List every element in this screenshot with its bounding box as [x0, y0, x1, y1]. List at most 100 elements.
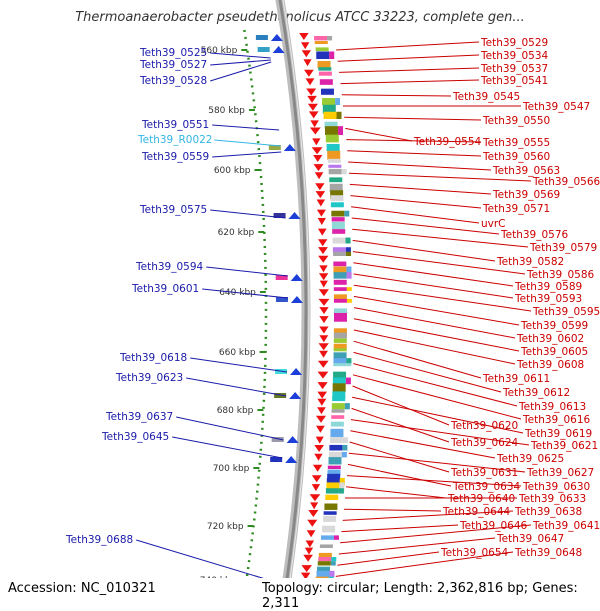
right-gene-label: Teth39_0589 [514, 281, 582, 293]
feature-block [333, 298, 347, 303]
right-leader-line [353, 329, 516, 365]
feature-block [332, 383, 346, 393]
feature-block [344, 210, 350, 217]
feature-block [324, 121, 338, 129]
feature-block-reverse [274, 393, 287, 398]
feature-block [341, 168, 347, 175]
feature-block-reverse [273, 213, 286, 218]
feature-block [332, 229, 346, 234]
feature-block [333, 312, 347, 322]
feature-block [316, 570, 330, 578]
left-gene-label: Teth39_0528 [139, 75, 207, 87]
feature-block-reverse [271, 437, 284, 442]
feature-block [327, 158, 341, 163]
left-leader-line [206, 266, 288, 277]
feature-block [314, 40, 328, 44]
right-leader-line [350, 419, 530, 446]
gene-arrow-reverse [272, 46, 285, 53]
feature-block [326, 477, 340, 486]
feature-block [328, 164, 342, 168]
gene-arrow-forward [315, 183, 325, 191]
gene-arrow-reverse [289, 392, 302, 399]
gene-arrow-forward [315, 415, 327, 423]
right-gene-label: Teth39_0537 [480, 63, 548, 75]
gene-arrow-forward [317, 398, 327, 406]
feature-block [346, 363, 352, 367]
feature-block [323, 111, 337, 119]
right-leader-line [345, 127, 413, 142]
gene-arrow-forward [301, 50, 311, 58]
right-leader-line [353, 351, 502, 393]
left-gene-label: Teth39_0594 [135, 261, 204, 273]
right-gene-label: Teth39_0579 [529, 242, 597, 254]
right-gene-label: uvrC [481, 218, 506, 230]
feature-block [327, 36, 333, 41]
feature-block-reverse [268, 145, 281, 150]
gene-arrow-forward [319, 307, 329, 315]
right-gene-label: Teth39_0566 [532, 176, 600, 188]
right-leader-line [353, 307, 516, 339]
left-leader-line [214, 139, 281, 147]
gene-arrow-forward [319, 350, 328, 358]
feature-block [330, 428, 344, 438]
feature-block [338, 488, 344, 494]
left-leader-line [186, 377, 287, 397]
right-leader-line [340, 524, 532, 544]
feature-block [330, 561, 336, 566]
gene-arrow-forward [317, 391, 328, 399]
feature-block [317, 561, 331, 566]
feature-block [320, 535, 334, 540]
gene-arrow-forward [315, 436, 324, 444]
gene-arrow-forward [318, 360, 329, 368]
feature-block [333, 358, 347, 364]
feature-block [330, 190, 344, 199]
gene-arrow-forward [300, 572, 311, 580]
feature-block [329, 444, 343, 451]
left-gene-label: Teth39_0645 [101, 431, 169, 443]
feature-block [325, 134, 339, 143]
gene-arrow-forward [318, 298, 330, 306]
feature-block [333, 332, 347, 339]
feature-block [333, 266, 347, 276]
right-leader-line [353, 295, 520, 326]
right-gene-label: Teth39_0605 [520, 346, 588, 358]
gene-arrow-forward [310, 502, 319, 510]
feature-block [333, 279, 347, 285]
right-leader-line [343, 508, 442, 512]
feature-block [325, 488, 339, 494]
feature-block [333, 308, 347, 315]
right-gene-label: Teth39_0638 [514, 506, 582, 518]
right-gene-label: Teth39_0555 [482, 137, 550, 149]
right-leader-line [352, 239, 496, 262]
feature-block [333, 272, 347, 279]
right-gene-label: Teth39_0616 [522, 414, 591, 426]
right-gene-label: Teth39_0554 [413, 136, 482, 148]
right-leader-line [350, 430, 496, 459]
feature-block [319, 544, 333, 548]
right-gene-label: Teth39_0586 [526, 269, 595, 281]
right-leader-line [348, 161, 492, 171]
left-gene-label: Teth39_0637 [105, 411, 173, 423]
gene-arrow-forward [317, 382, 328, 390]
feature-block [318, 67, 332, 71]
right-leader-line [335, 551, 514, 577]
right-leader-line [351, 217, 500, 235]
feature-block [323, 515, 337, 522]
feature-block [318, 557, 332, 562]
right-gene-label: Teth39_0534 [480, 50, 549, 62]
feature-block [329, 570, 335, 578]
left-leader-line [176, 416, 284, 441]
right-gene-label: Teth39_0613 [518, 401, 586, 413]
gene-arrow-forward [319, 316, 329, 324]
right-leader-line [346, 139, 482, 143]
feature-block [333, 343, 347, 351]
right-leader-line [353, 273, 514, 299]
right-gene-label: Teth39_0646 [459, 520, 528, 532]
feature-block [324, 503, 338, 510]
feature-block [329, 51, 335, 59]
right-gene-label: Teth39_0529 [480, 37, 548, 49]
right-gene-label: Teth39_0647 [496, 533, 564, 545]
right-gene-label: Teth39_0550 [482, 115, 550, 127]
feature-block [341, 451, 347, 458]
right-leader-line [352, 396, 524, 434]
